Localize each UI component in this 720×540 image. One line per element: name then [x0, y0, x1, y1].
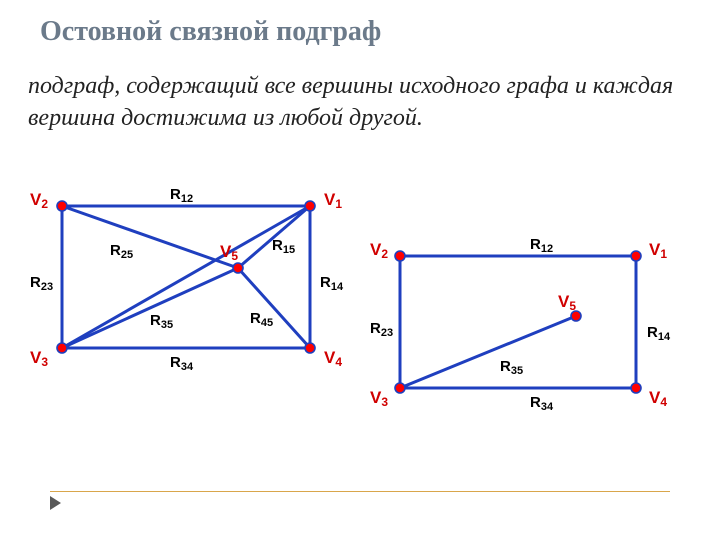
vertex — [305, 201, 315, 211]
vertex-label: V3 — [370, 388, 388, 408]
vertex-label: V2 — [370, 240, 388, 260]
vertex — [631, 251, 641, 261]
slide-title: Остовной связной подграф — [40, 16, 381, 48]
edge-label: R25 — [110, 242, 133, 259]
graph-left-diagram: V1V2V3V4V5R12R14R23R34R15R25R35R45 — [40, 192, 350, 392]
vertex-label: V2 — [30, 190, 48, 210]
edge-label: R34 — [170, 354, 193, 371]
edge-label: R15 — [272, 237, 295, 254]
graph-svg — [40, 192, 350, 392]
edge-label: R14 — [647, 324, 670, 341]
vertex — [305, 343, 315, 353]
vertex-label: V3 — [30, 348, 48, 368]
vertex-label: V5 — [220, 242, 238, 262]
vertex-label: V5 — [558, 292, 576, 312]
vertex — [57, 343, 67, 353]
graph-right-diagram: V1V2V3V4V5R12R14R23R34R35 — [380, 242, 680, 422]
edge-label: R23 — [370, 320, 393, 337]
vertex-label: V4 — [649, 388, 667, 408]
divider — [50, 491, 670, 492]
vertex-label: V1 — [324, 190, 342, 210]
definition-block: подграф, содержащий все вершины исходног… — [20, 70, 700, 135]
edge-label: R12 — [170, 186, 193, 203]
edge-label: R23 — [30, 274, 53, 291]
vertex — [57, 201, 67, 211]
edge-label: R12 — [530, 236, 553, 253]
edge-label: R14 — [320, 274, 343, 291]
vertex — [395, 383, 405, 393]
edge-label: R34 — [530, 394, 553, 411]
slide: Остовной связной подграф подграф, содерж… — [0, 0, 720, 540]
vertex — [233, 263, 243, 273]
chevron-right-icon — [50, 496, 61, 510]
vertex — [631, 383, 641, 393]
edge — [62, 268, 238, 348]
vertex — [395, 251, 405, 261]
edge-label: R35 — [500, 358, 523, 375]
vertex-label: V4 — [324, 348, 342, 368]
edge — [238, 268, 310, 348]
definition-text: подграф, содержащий все вершины исходног… — [28, 70, 700, 135]
edge-label: R45 — [250, 310, 273, 327]
vertex-label: V1 — [649, 240, 667, 260]
edge — [400, 316, 576, 388]
edge-label: R35 — [150, 312, 173, 329]
edge — [62, 206, 238, 268]
